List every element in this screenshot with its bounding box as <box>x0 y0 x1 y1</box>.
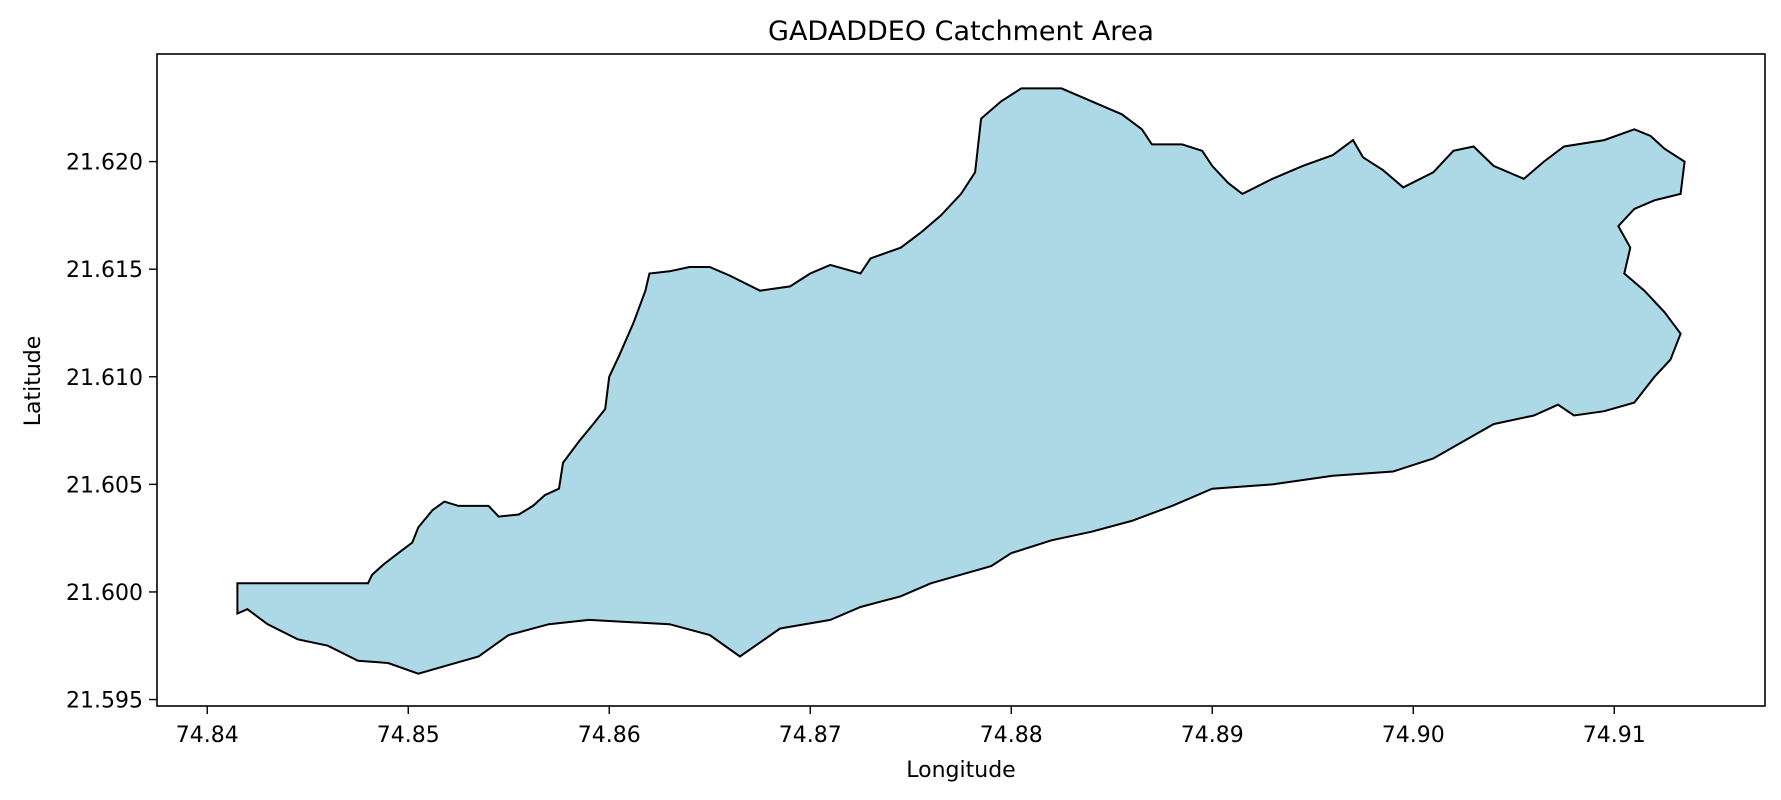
y-tick-label: 21.600 <box>66 581 143 606</box>
y-tick-label: 21.615 <box>66 258 143 283</box>
x-tick-label: 74.87 <box>779 723 842 748</box>
y-axis-ticks: 21.595 21.600 21.605 21.610 21.615 21.620 <box>66 151 157 714</box>
x-tick-label: 74.91 <box>1583 723 1646 748</box>
x-tick-label: 74.88 <box>980 723 1043 748</box>
x-axis-label: Longitude <box>906 758 1015 783</box>
x-tick-label: 74.85 <box>377 723 440 748</box>
map-title: GADADDEO Catchment Area <box>768 16 1154 47</box>
x-tick-label: 74.86 <box>578 723 641 748</box>
axes-frame <box>156 53 1766 707</box>
catchment-polygon <box>236 87 1686 675</box>
catchment-layer <box>236 87 1686 675</box>
y-tick-label: 21.595 <box>66 689 143 714</box>
y-axis-label: Latitude <box>21 336 46 427</box>
x-tick-label: 74.90 <box>1382 723 1445 748</box>
y-tick-label: 21.605 <box>66 473 143 498</box>
y-tick-label: 21.610 <box>66 366 143 391</box>
y-tick-label: 21.620 <box>66 151 143 176</box>
x-axis-ticks: 74.84 74.85 74.86 74.87 74.88 74.89 74.90 74.91 <box>176 706 1646 748</box>
x-tick-label: 74.84 <box>176 723 239 748</box>
x-tick-label: 74.89 <box>1181 723 1244 748</box>
